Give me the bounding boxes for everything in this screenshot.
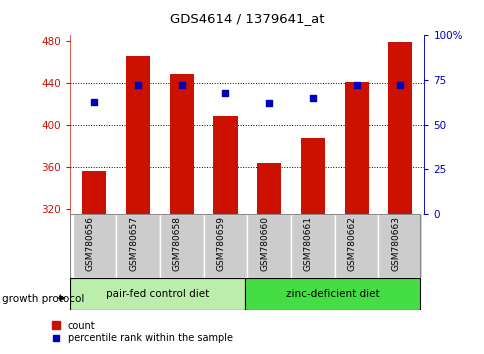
Point bbox=[221, 90, 229, 96]
Bar bbox=[82, 171, 106, 214]
Text: GSM780663: GSM780663 bbox=[391, 216, 399, 271]
Point bbox=[134, 82, 142, 88]
Text: GSM780661: GSM780661 bbox=[303, 216, 312, 271]
Text: pair-fed control diet: pair-fed control diet bbox=[106, 289, 209, 299]
FancyBboxPatch shape bbox=[73, 214, 116, 278]
Bar bbox=[213, 116, 237, 214]
Text: GSM780658: GSM780658 bbox=[172, 216, 182, 271]
FancyBboxPatch shape bbox=[290, 214, 334, 278]
FancyBboxPatch shape bbox=[203, 214, 247, 278]
Text: GSM780659: GSM780659 bbox=[216, 216, 225, 271]
Legend: count, percentile rank within the sample: count, percentile rank within the sample bbox=[48, 317, 236, 347]
Bar bbox=[70, 278, 244, 310]
FancyBboxPatch shape bbox=[334, 214, 378, 278]
Text: GSM780656: GSM780656 bbox=[85, 216, 94, 271]
FancyBboxPatch shape bbox=[116, 214, 160, 278]
Bar bbox=[257, 162, 281, 214]
Text: zinc-deficient diet: zinc-deficient diet bbox=[285, 289, 378, 299]
Text: GDS4614 / 1379641_at: GDS4614 / 1379641_at bbox=[170, 12, 324, 25]
Point bbox=[265, 101, 272, 106]
Point bbox=[178, 82, 185, 88]
Text: GSM780657: GSM780657 bbox=[129, 216, 138, 271]
Bar bbox=[300, 138, 324, 214]
FancyBboxPatch shape bbox=[160, 214, 203, 278]
Point bbox=[395, 82, 403, 88]
FancyBboxPatch shape bbox=[378, 214, 421, 278]
Bar bbox=[169, 74, 194, 214]
Bar bbox=[126, 56, 150, 214]
FancyBboxPatch shape bbox=[247, 214, 290, 278]
Bar bbox=[244, 278, 419, 310]
Bar bbox=[388, 42, 411, 214]
Point bbox=[91, 99, 98, 104]
Point bbox=[352, 82, 360, 88]
Point bbox=[308, 95, 316, 101]
Text: growth protocol: growth protocol bbox=[2, 294, 85, 304]
Bar bbox=[344, 82, 368, 214]
Text: GSM780662: GSM780662 bbox=[347, 216, 356, 271]
Text: GSM780660: GSM780660 bbox=[260, 216, 269, 271]
